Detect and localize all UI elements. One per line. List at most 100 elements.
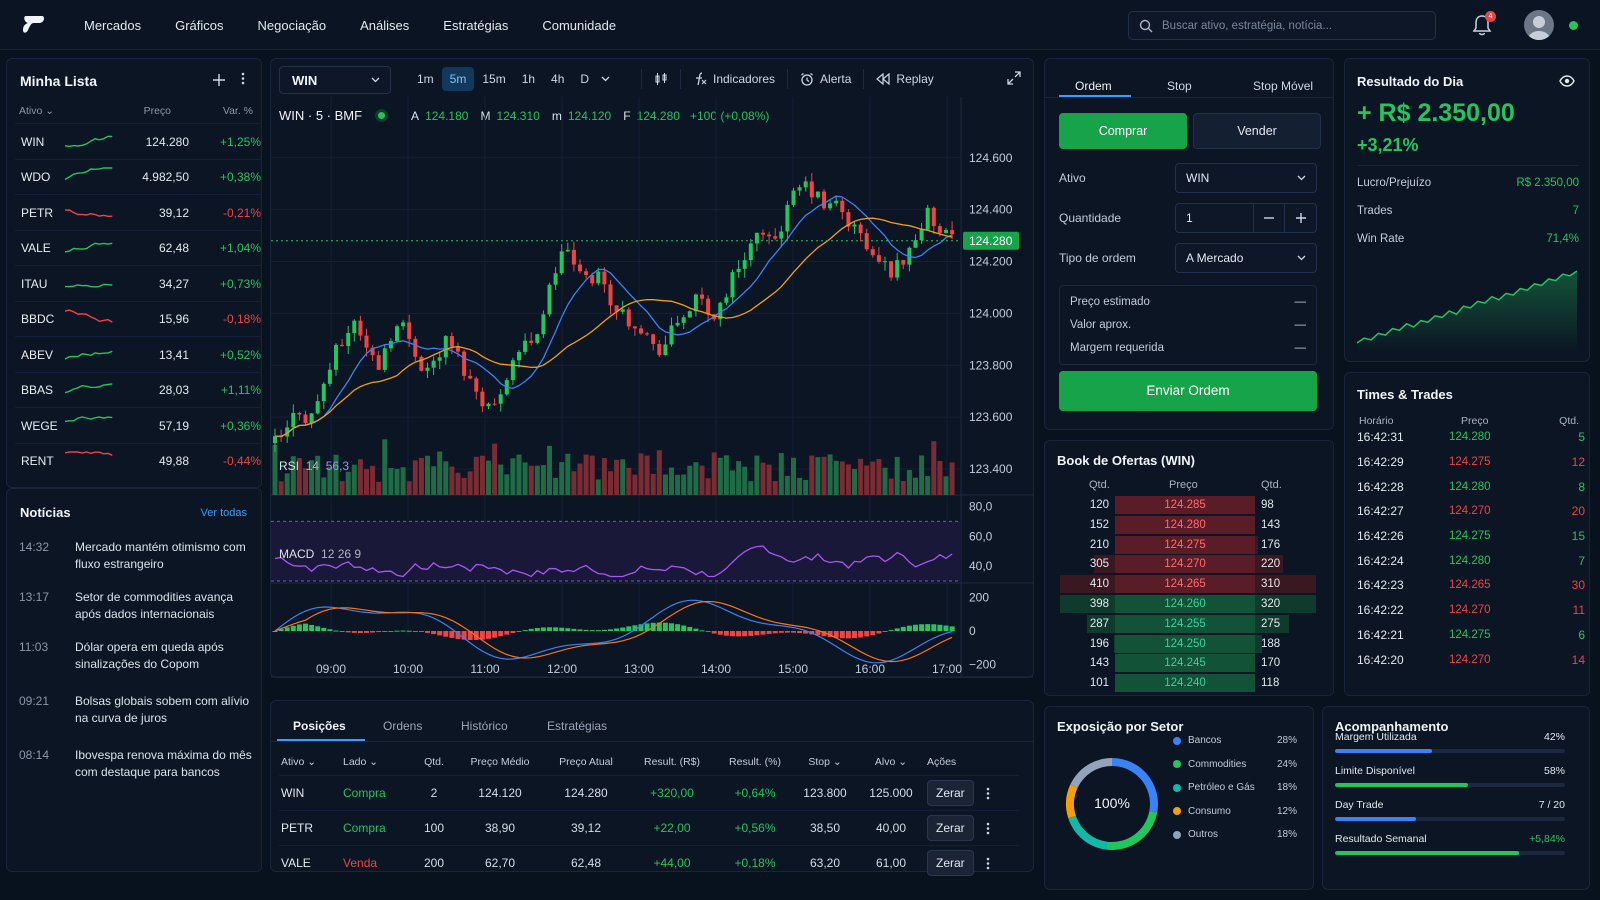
positions-tab[interactable]: Ordens	[383, 719, 423, 733]
book-bid-row[interactable]: 287 124.255 275	[1053, 614, 1333, 634]
volume-bar	[644, 455, 650, 495]
watchlist-header-asset[interactable]: Ativo ⌄	[19, 105, 55, 117]
watchlist-row[interactable]: ITAU 34,27 +0,73%	[15, 265, 261, 301]
watchlist-row[interactable]: ABEV 13,41 +0,52%	[15, 336, 261, 372]
order-tab-stop[interactable]: Stop	[1167, 79, 1192, 93]
toggle-visibility-button[interactable]	[1559, 75, 1575, 90]
asset-select[interactable]: WIN	[1175, 163, 1317, 193]
quantity-input[interactable]: 1	[1186, 211, 1193, 225]
nav-estrategias[interactable]: Estratégias	[443, 17, 509, 33]
more-vertical-icon[interactable]	[986, 857, 990, 870]
position-current: 124.280	[564, 786, 608, 800]
watchlist-menu-button[interactable]	[241, 72, 245, 88]
timeframe-1h[interactable]: 1h	[521, 72, 536, 86]
watchlist-row[interactable]: WDO 4.982,50 +0,38%	[15, 158, 261, 195]
rsi-label: RSI 14 56,3	[279, 459, 349, 473]
nav-mercados[interactable]: Mercados	[84, 17, 142, 33]
nav-comunidade[interactable]: Comunidade	[542, 17, 617, 33]
book-ask-row[interactable]: 305 124.270 220	[1053, 554, 1333, 574]
fullscreen-button[interactable]	[1007, 71, 1021, 88]
exposure-legend-pct: 12%	[1276, 805, 1297, 817]
buy-button[interactable]: Comprar	[1059, 113, 1187, 149]
news-headline: Ibovespa renova máxima do mês com destaq…	[75, 748, 252, 779]
notifications-button[interactable]: 4	[1472, 11, 1496, 36]
watchlist-row[interactable]: WIN 124.280 +1,25%	[15, 123, 261, 159]
book-ask-row[interactable]: 152 124.280 143	[1053, 515, 1333, 535]
quantity-decrement-button[interactable]	[1252, 204, 1285, 232]
timeframe-dropdown-icon[interactable]	[601, 76, 610, 82]
position-row[interactable]: WIN Compra 2 124.120 124.280 +320,00 +0,64% 123…	[279, 775, 1019, 810]
exposure-legend-item: Bancos 28%	[1173, 735, 1297, 746]
add-asset-button[interactable]	[213, 70, 225, 91]
book-bid-row[interactable]: 143 124.245 170	[1053, 653, 1333, 673]
position-row[interactable]: VALE Venda 200 62,70 62,48 +44,00 +0,18% 63,20 6…	[279, 845, 1019, 880]
book-bid-row[interactable]: 196 124.250 188	[1053, 634, 1333, 654]
candle	[364, 335, 369, 348]
zerar-button[interactable]: Zerar	[927, 850, 974, 876]
positions-tab[interactable]: Histórico	[461, 719, 508, 733]
book-ask-row[interactable]: 210 124.275 176	[1053, 535, 1333, 555]
app-logo-icon[interactable]	[22, 14, 46, 36]
watchlist-row[interactable]: BBAS 28,03 +1,11%	[15, 371, 261, 408]
alert-button[interactable]: Alerta	[787, 69, 863, 89]
chevron-down-icon	[371, 77, 380, 83]
volume-bar	[492, 443, 498, 495]
book-ask-row[interactable]: 410 124.265 310	[1053, 574, 1333, 594]
search-input[interactable]	[1162, 19, 1422, 32]
replay-button[interactable]: Replay	[863, 69, 945, 89]
more-vertical-icon[interactable]	[986, 787, 990, 800]
positions-header-cell[interactable]: Stop ⌄	[808, 756, 842, 768]
nav-analises[interactable]: Análises	[360, 17, 410, 33]
positions-header-cell[interactable]: Ativo ⌄	[281, 756, 317, 768]
order-tab-stop-movel[interactable]: Stop Móvel	[1253, 79, 1314, 93]
timeframe-5m[interactable]: 5m	[441, 67, 475, 91]
exposure-legend-label: Commodities	[1188, 758, 1247, 770]
indicators-button[interactable]: Indicadores	[680, 69, 787, 89]
watchlist-row[interactable]: BBDC 15,96 -0,18%	[15, 300, 261, 337]
chart-panel: WIN 1m 5m 15m 1h 4h D Indicadores Alerta…	[270, 58, 1034, 678]
watchlist-row[interactable]: RENT 49,88 -0,44%	[15, 442, 261, 479]
book-bid-row[interactable]: 398 124.260 320	[1053, 594, 1333, 614]
news-item[interactable]: 13:17 Setor de commodities avança após da…	[19, 589, 259, 623]
volume-bar	[559, 462, 565, 495]
quantity-increment-button[interactable]	[1284, 204, 1316, 232]
news-item[interactable]: 14:32 Mercado mantém otimismo com fluxo e…	[19, 539, 259, 573]
zerar-button[interactable]: Zerar	[927, 815, 974, 841]
timeframe-d[interactable]: D	[580, 72, 590, 86]
more-vertical-icon[interactable]	[986, 822, 990, 835]
price-chart[interactable]: 124.600 124.400 124.200 124.000 123.800 123.6…	[271, 97, 1033, 697]
chart-type-button[interactable]	[641, 69, 680, 89]
volume-bar	[547, 445, 552, 495]
symbol-selector[interactable]: WIN	[279, 66, 391, 94]
positions-header-cell[interactable]: Lado ⌄	[343, 756, 379, 768]
timeframe-1m[interactable]: 1m	[417, 72, 434, 86]
nav-graficos[interactable]: Gráficos	[175, 17, 224, 33]
news-item[interactable]: 09:21 Bolsas globais sobem com alívio na …	[19, 693, 259, 727]
news-view-all-link[interactable]: Ver todas	[200, 507, 247, 519]
watchlist-header-change: Var. %	[222, 105, 253, 117]
macd-hist-bar	[784, 631, 790, 633]
watchlist-row[interactable]: WEGE 57,19 +0,36%	[15, 407, 261, 443]
macd-hist-bar	[577, 629, 583, 631]
nav-negociacao[interactable]: Negociação	[257, 17, 327, 33]
avatar[interactable]	[1524, 10, 1554, 40]
submit-order-button[interactable]: Enviar Ordem	[1059, 371, 1317, 411]
order-tab-ordem[interactable]: Ordem	[1075, 79, 1112, 93]
zerar-button[interactable]: Zerar	[927, 780, 974, 806]
position-row[interactable]: PETR Compra 100 38,90 39,12 +22,00 +0,56% 38,50…	[279, 810, 1019, 845]
positions-tab[interactable]: Estratégias	[547, 719, 608, 733]
sell-button[interactable]: Vender	[1193, 113, 1321, 149]
book-bid-row[interactable]: 101 124.240 118	[1053, 673, 1333, 693]
order-type-select[interactable]: A Mercado	[1175, 243, 1317, 273]
timeframe-4h[interactable]: 4h	[551, 72, 565, 86]
macd-hist-bar	[876, 631, 882, 634]
book-bid-qty: 210	[1089, 538, 1109, 551]
news-item[interactable]: 11:03 Dólar opera em queda após sinalizaç…	[19, 639, 259, 673]
book-ask-row[interactable]: 120 124.285 98	[1053, 495, 1333, 515]
positions-header-cell[interactable]: Alvo ⌄	[874, 756, 908, 768]
timeframe-15m[interactable]: 15m	[482, 72, 506, 86]
positions-tab[interactable]: Posições	[293, 719, 346, 733]
news-item[interactable]: 08:14 Ibovespa renova máxima do mês com d…	[19, 747, 259, 781]
watchlist-row[interactable]: VALE 62,48 +1,04%	[15, 229, 261, 266]
watchlist-row[interactable]: PETR 39,12 -0,21%	[15, 194, 261, 230]
